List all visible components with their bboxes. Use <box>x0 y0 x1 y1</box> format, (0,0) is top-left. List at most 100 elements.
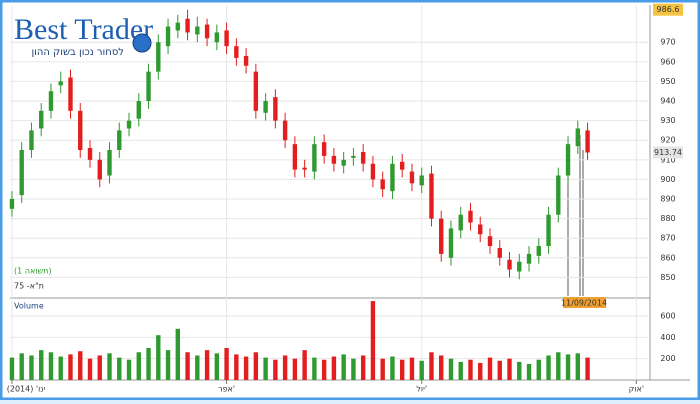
logo-tagline: לסחור נכון בשוק ההון <box>31 47 124 58</box>
volume-bar <box>234 354 239 380</box>
candle-body <box>282 120 288 141</box>
candle-body <box>185 18 190 33</box>
volume-bar <box>39 350 44 380</box>
volume-bar <box>517 361 522 380</box>
last-marker <box>653 146 683 159</box>
volume-bar <box>87 358 93 380</box>
volume-bar <box>400 359 405 380</box>
volume-bar <box>478 362 483 380</box>
x-tick-label: יול' <box>416 385 427 394</box>
y-tick-label: 940 <box>660 97 675 106</box>
candle-body <box>360 151 366 164</box>
candle-body <box>302 167 307 170</box>
candle-body <box>68 77 73 111</box>
candle-body <box>341 159 346 166</box>
volume-bar <box>341 354 346 380</box>
candle-body <box>292 144 298 170</box>
candle-body <box>409 171 415 184</box>
volume-bar <box>546 355 551 380</box>
max-marker <box>653 3 683 16</box>
candle-body <box>146 71 151 102</box>
y-tick-label: 910 <box>660 155 675 164</box>
candle-body <box>575 128 580 147</box>
candle-body <box>429 173 434 219</box>
candle-body <box>507 259 512 270</box>
volume-bar <box>224 348 229 380</box>
volume-bar <box>243 356 249 380</box>
volume-bar <box>390 356 395 380</box>
candle-body <box>165 26 171 47</box>
candle-body <box>439 218 444 254</box>
candle-body <box>517 261 522 272</box>
volume-bar <box>29 355 34 380</box>
volume-bar <box>48 352 54 380</box>
volume-bar <box>468 359 473 380</box>
y-tick-label: 920 <box>660 136 675 145</box>
volume-bar <box>507 358 512 380</box>
candle-body <box>243 55 249 66</box>
volume-bar <box>429 352 434 380</box>
candle-body <box>331 155 337 164</box>
candle-body <box>97 159 102 180</box>
volume-bar <box>97 355 102 380</box>
candle-body <box>87 148 93 160</box>
candle-body <box>117 130 122 151</box>
candle-body <box>556 175 561 215</box>
x-tick-label: אפר' <box>218 385 235 394</box>
mode-label: (תשואה 1) <box>14 267 52 276</box>
candle-body <box>419 175 424 186</box>
volume-bar <box>585 357 590 380</box>
volume-bar <box>156 335 161 380</box>
candle-body <box>253 71 259 111</box>
candle-body <box>390 163 395 192</box>
y-tick-label: 930 <box>660 116 675 125</box>
candle-body <box>526 253 532 264</box>
volume-bar <box>380 358 385 380</box>
candle-body <box>156 42 161 72</box>
candle-body <box>107 150 112 176</box>
candle-body <box>204 24 210 39</box>
volume-bar <box>175 328 180 380</box>
candle-body <box>126 120 132 129</box>
candle-body <box>458 214 463 231</box>
candle-body <box>351 155 356 158</box>
volume-bar <box>19 353 24 380</box>
volume-bar <box>273 359 278 380</box>
volume-bar <box>68 354 73 380</box>
x-tick-label: אוק' <box>629 385 644 394</box>
candle-body <box>9 199 15 209</box>
volume-title: Volume <box>14 302 44 311</box>
candle-body <box>195 26 200 35</box>
candle-body <box>214 32 220 43</box>
candle-body <box>136 101 141 119</box>
volume-bar <box>302 350 307 380</box>
candle-body <box>19 150 24 196</box>
last-label: 913.74 <box>654 148 682 157</box>
candle-body <box>565 144 571 176</box>
candle-body <box>380 179 385 190</box>
candle-body <box>370 163 376 180</box>
logo-title: Best Trader <box>14 13 153 46</box>
volume-bar <box>146 348 151 380</box>
volume-bar <box>526 364 532 380</box>
volume-bar <box>448 358 454 380</box>
candle-body <box>29 130 34 151</box>
volume-bar <box>117 357 122 380</box>
candle-body <box>546 214 551 247</box>
volume-bar <box>263 357 268 380</box>
candle-body <box>497 248 502 258</box>
y-tick-label: 890 <box>660 195 675 204</box>
volume-bar <box>321 359 327 380</box>
candle-body <box>224 30 229 47</box>
volume-bar <box>351 358 356 380</box>
logo-icon <box>132 33 152 53</box>
candle-body <box>78 110 83 151</box>
volume-bar <box>107 353 112 380</box>
volume-bar <box>165 350 171 380</box>
volume-bar <box>439 355 444 380</box>
volume-bar <box>536 359 541 380</box>
volume-bar <box>565 354 571 380</box>
volume-bar <box>312 357 317 380</box>
candle-body <box>478 224 483 235</box>
